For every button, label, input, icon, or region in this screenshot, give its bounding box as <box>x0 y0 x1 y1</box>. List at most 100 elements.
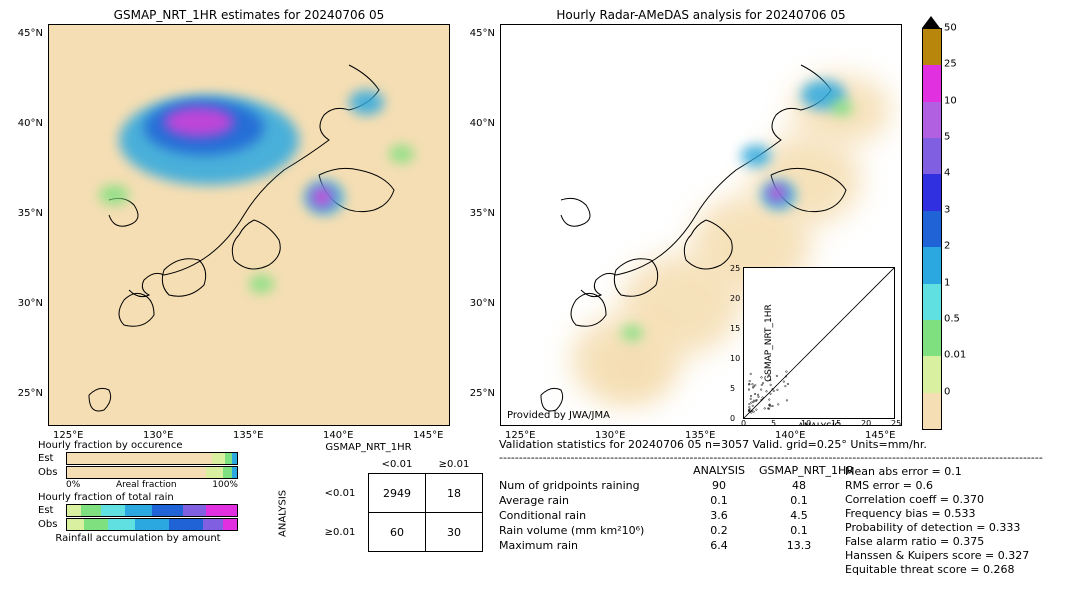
scale-label: Areal fraction <box>116 480 177 490</box>
stats-cell: 3.6 <box>679 509 759 522</box>
ytick: 35°N <box>8 208 43 219</box>
bars-sec2-axis: Rainfall accumulation by amount <box>38 533 238 544</box>
xtick: 130°E <box>595 430 625 441</box>
colorbar-segment <box>923 102 941 138</box>
xtick: 140°E <box>323 430 353 441</box>
stacked-bar <box>66 518 238 531</box>
colorbar-segment <box>923 320 941 356</box>
metric-line: Probability of detection = 0.333 <box>845 521 1029 534</box>
colorbar-tick: 50 <box>944 23 957 34</box>
stats-h2: GSMAP_NRT_1HR <box>759 464 839 477</box>
stats-cell: 6.4 <box>679 539 759 552</box>
ytick: 25°N <box>8 388 43 399</box>
stats-cell: 90 <box>679 479 759 492</box>
colorbar-tick: 3 <box>944 204 950 215</box>
precip-blob <box>349 90 384 115</box>
divider: ----------------------------------------… <box>499 451 1072 464</box>
bar-segment <box>152 505 183 516</box>
precip-blob <box>164 107 234 137</box>
precip-blob <box>389 145 414 163</box>
stacked-bar <box>66 504 238 517</box>
bar-segment <box>67 467 206 478</box>
stats-cell: 0.1 <box>759 494 839 507</box>
metric-line: Frequency bias = 0.533 <box>845 507 1029 520</box>
ct-10: 60 <box>369 513 426 552</box>
ct-col0: <0.01 <box>369 455 426 474</box>
stats-cell: 13.3 <box>759 539 839 552</box>
colorbar-tick: 0 <box>944 386 950 397</box>
colorbar-tick: 4 <box>944 168 950 179</box>
colorbar-segment <box>923 356 941 392</box>
metric-line: Mean abs error = 0.1 <box>845 465 1029 478</box>
bars-sec1-scale: 0% Areal fraction 100% <box>38 480 238 490</box>
ytick: 35°N <box>460 208 495 219</box>
fraction-bars: Hourly fraction by occurence EstObs 0% A… <box>38 438 238 545</box>
right-map: Provided by JWA/JMA ANALYSIS GSMAP_NRT_1… <box>500 24 902 426</box>
inset-ytick: 10 <box>730 354 740 363</box>
bar-segment <box>169 519 203 530</box>
colorbar-segment <box>923 65 941 101</box>
bar-row: Est <box>38 504 238 517</box>
stats-cell: 0.1 <box>759 524 839 537</box>
contingency-col-title: GSMAP_NRT_1HR <box>254 442 483 453</box>
xtick: 135°E <box>233 430 263 441</box>
bar-segment <box>206 505 237 516</box>
stats-h1: ANALYSIS <box>679 464 759 477</box>
stats-cell: 0.1 <box>679 494 759 507</box>
colorbar-arrow-icon <box>922 16 940 28</box>
precip-blob <box>831 100 853 116</box>
inset-ytick: 15 <box>730 324 740 333</box>
ct-row0: <0.01 <box>312 474 369 513</box>
left-map <box>48 24 450 426</box>
inset-xtick: 20 <box>861 419 871 426</box>
bar-segment <box>81 505 101 516</box>
inset-xtick: 15 <box>831 419 841 426</box>
stats-block: Validation statistics for 20240706 05 n=… <box>499 438 1072 577</box>
stats-cell: 0.2 <box>679 524 759 537</box>
ytick: 40°N <box>460 118 495 129</box>
ct-row1: ≥0.01 <box>312 513 369 552</box>
scale-left: 0% <box>66 480 80 490</box>
left-map-panel: GSMAP_NRT_1HR estimates for 20240706 05 … <box>48 8 450 426</box>
stats-row: Maximum rain6.413.3 <box>499 539 839 552</box>
contingency-row-title: ANALYSIS <box>254 474 312 552</box>
precip-blob <box>249 275 274 293</box>
colorbar-segment <box>923 284 941 320</box>
xtick: 145°E <box>865 430 895 441</box>
bar-segment <box>232 467 237 478</box>
stats-cell: 48 <box>759 479 839 492</box>
bar-segment <box>125 505 152 516</box>
precip-blob <box>311 187 333 207</box>
xtick: 135°E <box>685 430 715 441</box>
bar-segment <box>183 505 207 516</box>
bar-tag: Obs <box>38 519 62 530</box>
bars-sec2-title: Hourly fraction of total rain <box>38 492 238 503</box>
inset-ytick: 0 <box>730 414 735 423</box>
scale-right: 100% <box>212 480 238 490</box>
bottom-row: Hourly fraction by occurence EstObs 0% A… <box>8 438 1072 577</box>
bar-segment <box>232 453 237 464</box>
left-map-title: GSMAP_NRT_1HR estimates for 20240706 05 <box>48 8 450 22</box>
stacked-bar <box>66 466 238 479</box>
inset-xtick: 25 <box>891 419 901 426</box>
bar-segment <box>84 519 108 530</box>
stats-cell: Conditional rain <box>499 509 679 522</box>
inset-xtick: 5 <box>771 419 776 426</box>
ytick: 30°N <box>8 298 43 309</box>
colorbar-tick: 1 <box>944 277 950 288</box>
scatter-inset: ANALYSIS GSMAP_NRT_1HR 00551010151520202… <box>743 267 895 419</box>
stats-cell: Average rain <box>499 494 679 507</box>
colorbar-tick: 0.5 <box>944 313 960 324</box>
metric-line: Correlation coeff = 0.370 <box>845 493 1029 506</box>
colorbar-segment <box>923 393 941 429</box>
stats-cell: Maximum rain <box>499 539 679 552</box>
colorbar-segment <box>923 174 941 210</box>
metric-line: False alarm ratio = 0.375 <box>845 535 1029 548</box>
bar-segment <box>135 519 169 530</box>
bar-segment <box>223 519 237 530</box>
inset-xtick: 10 <box>801 419 811 426</box>
ytick: 40°N <box>8 118 43 129</box>
bar-segment <box>67 519 84 530</box>
metric-line: Equitable threat score = 0.268 <box>845 563 1029 576</box>
coastline-left <box>49 25 449 425</box>
